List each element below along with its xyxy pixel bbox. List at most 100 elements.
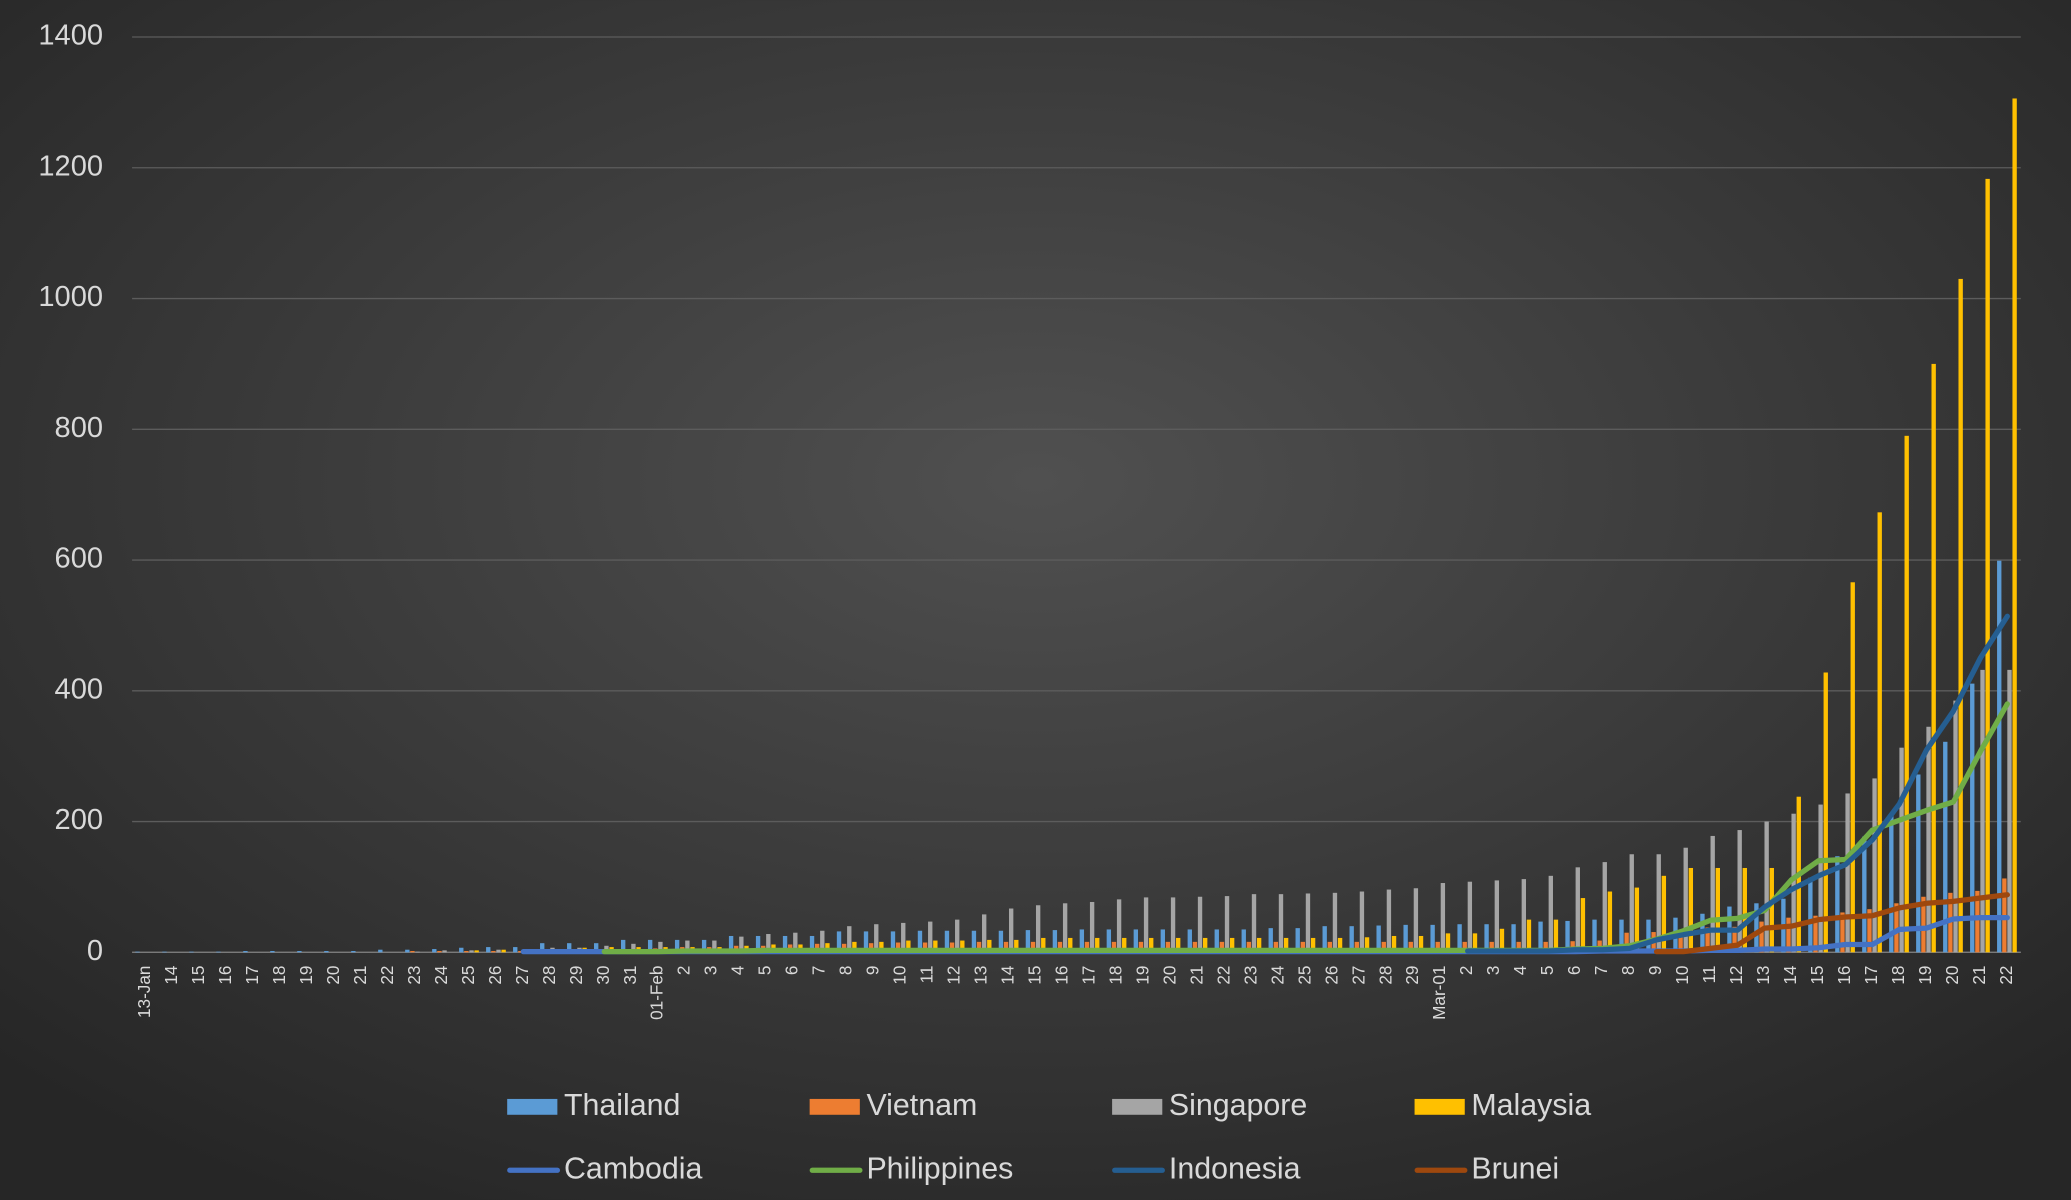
legend: Thailand Vietnam Singapore Malaysia Cambodia… (507, 1089, 1591, 1185)
bar (1970, 683, 1975, 953)
bar (432, 949, 437, 953)
bar (1035, 905, 1041, 953)
x-tick-label: 19 (1915, 966, 1935, 985)
bar (949, 942, 955, 953)
x-tick-label: 11 (1699, 966, 1719, 984)
x-tick-label: 16 (215, 966, 235, 985)
y-tick-label: 200 (55, 804, 103, 836)
bar (1850, 582, 1855, 953)
bar (442, 950, 447, 953)
bar (658, 941, 663, 953)
bar (594, 943, 599, 953)
x-tick-label: 3 (1483, 966, 1503, 976)
x-tick-label: 20 (1159, 966, 1179, 985)
bar (1538, 921, 1543, 953)
x-tick-label: 21 (350, 966, 370, 985)
bar (1300, 941, 1306, 953)
bar (906, 940, 911, 953)
y-tick-label: 400 (55, 673, 103, 705)
labels: 0 200 400 600 800 1000 1200 1400 13-Jan 14 15 16 17 1… (38, 20, 2015, 1020)
bar (1742, 867, 1747, 953)
bar (297, 951, 302, 953)
bar (216, 951, 221, 953)
bar (1786, 917, 1791, 953)
bar (1219, 941, 1225, 953)
bar (1273, 941, 1279, 953)
bar (852, 941, 857, 953)
bar (1472, 933, 1478, 953)
bar (1187, 929, 1192, 953)
bar (405, 949, 410, 953)
bar (1062, 903, 1068, 953)
bar (1904, 435, 1909, 953)
bar (1025, 930, 1031, 953)
legend-label: Thailand (564, 1089, 680, 1122)
bar (1678, 932, 1683, 953)
bar (1877, 512, 1882, 953)
bar (513, 947, 518, 953)
bar (189, 951, 194, 953)
x-tick-label: 22 (1213, 966, 1233, 985)
bar (739, 936, 744, 953)
x-tick-label: 22 (377, 966, 397, 985)
bar (1661, 875, 1667, 953)
bar (491, 951, 496, 953)
bar (1349, 926, 1354, 953)
bar (1014, 939, 1019, 953)
bar (1872, 778, 1877, 953)
bar (135, 951, 140, 953)
bar (1926, 726, 1931, 953)
bar (1737, 830, 1742, 953)
x-tick-label: 19 (296, 966, 316, 985)
bar (1283, 937, 1289, 953)
x-tick-label: 8 (836, 966, 856, 976)
bar (1197, 896, 1203, 953)
bar (1592, 919, 1597, 953)
bar (1688, 867, 1694, 953)
bar (1176, 937, 1181, 953)
bar (922, 942, 928, 953)
x-tick-label: 3 (701, 966, 721, 976)
x-tick-label: 5 (755, 966, 775, 976)
legend-swatch (1414, 1098, 1465, 1115)
bar (901, 922, 906, 953)
bar (793, 932, 798, 953)
bar (1391, 935, 1397, 953)
x-tick-label: 13-Jan (134, 966, 154, 1018)
bar (1467, 881, 1473, 953)
y-tick-label: 1400 (38, 20, 103, 52)
bar (1322, 926, 1327, 953)
bar (1354, 941, 1359, 953)
bar (1921, 896, 1926, 953)
x-tick-label: 4 (728, 965, 748, 975)
y-tick-label: 0 (87, 935, 103, 967)
bar (1646, 919, 1651, 953)
bar (1202, 937, 1208, 953)
x-tick-label: 15 (188, 966, 208, 985)
bar (518, 951, 523, 953)
bar (1095, 937, 1100, 953)
x-tick-label: 15 (1807, 966, 1827, 985)
line-series (1465, 613, 2010, 954)
x-tick-label: 16 (1834, 966, 1854, 985)
line-series (1653, 892, 2010, 955)
bar (1084, 941, 1090, 953)
bar (1041, 937, 1046, 953)
bar (1808, 877, 1813, 953)
bar (1214, 929, 1219, 953)
bar (1457, 924, 1462, 953)
x-tick-label: 5 (1537, 966, 1557, 976)
bar (944, 930, 950, 953)
x-tick-label: 26 (1321, 966, 1341, 985)
x-tick-label: 31 (620, 966, 640, 985)
x-tick-label: 9 (863, 966, 883, 976)
x-tick-label: 19 (1132, 966, 1152, 985)
bar (1489, 941, 1494, 953)
x-tick-label: 18 (1888, 966, 1908, 985)
bar (1057, 941, 1063, 953)
x-tick-label: 14 (1780, 965, 1800, 985)
bar (1656, 854, 1661, 953)
bar (1149, 937, 1154, 953)
x-tick-label: 14 (161, 965, 181, 985)
